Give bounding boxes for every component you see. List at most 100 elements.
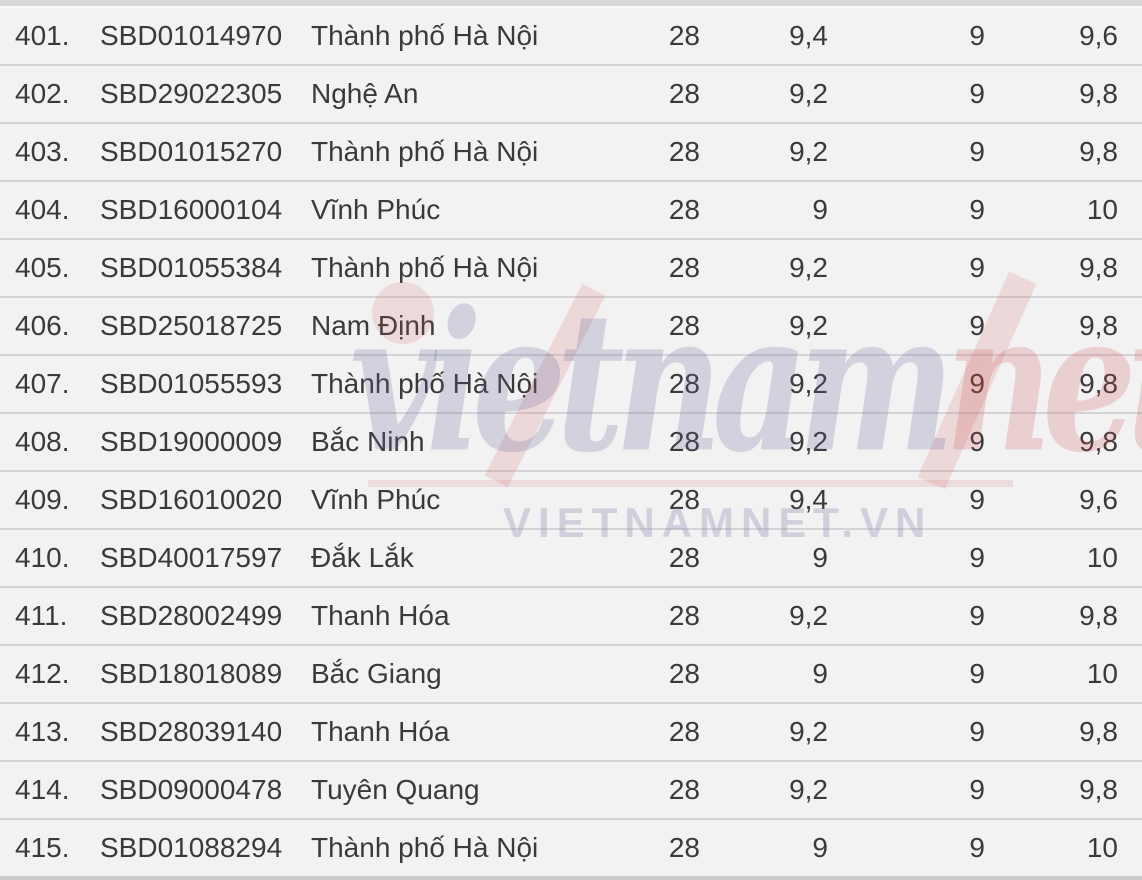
score-1: 9,2: [789, 716, 828, 747]
candidate-id: SBD16000104: [100, 194, 283, 225]
score-3: 9,8: [1079, 600, 1118, 631]
score-3: 9,8: [1079, 78, 1118, 109]
exam-score-table: 401. SBD01014970 Thành phố Hà Nội 28 9,4…: [0, 6, 1142, 876]
score-3: 9,8: [1079, 136, 1118, 167]
total-score: 28: [668, 774, 700, 805]
row-index: 411.: [15, 600, 68, 631]
total-score: 28: [668, 368, 700, 399]
table-row: 410. SBD40017597 Đắk Lắk 28 9 9 10: [0, 528, 1142, 586]
table-row: 412. SBD18018089 Bắc Giang 28 9 9 10: [0, 644, 1142, 702]
row-index: 410.: [15, 542, 70, 573]
total-score: 28: [668, 832, 700, 863]
row-index: 414.: [15, 774, 70, 805]
candidate-id: SBD01088294: [100, 832, 283, 863]
score-1: 9,2: [789, 368, 828, 399]
total-score: 28: [668, 426, 700, 457]
score-2: 9: [969, 310, 985, 341]
score-1: 9: [812, 194, 828, 225]
candidate-id: SBD09000478: [100, 774, 283, 805]
province: Bắc Ninh: [311, 426, 425, 457]
bottom-edge-strip: [0, 876, 1142, 880]
province: Vĩnh Phúc: [311, 484, 441, 515]
total-score: 28: [668, 542, 700, 573]
province: Vĩnh Phúc: [311, 194, 441, 225]
score-3: 9,6: [1079, 20, 1118, 51]
score-2: 9: [969, 368, 985, 399]
candidate-id: SBD28002499: [100, 600, 283, 631]
score-2: 9: [969, 194, 985, 225]
score-3: 10: [1086, 658, 1118, 689]
score-3: 9,6: [1079, 484, 1118, 515]
score-1: 9: [812, 542, 828, 573]
score-1: 9,2: [789, 252, 828, 283]
score-1: 9,2: [789, 136, 828, 167]
total-score: 28: [668, 600, 700, 631]
score-2: 9: [969, 20, 985, 51]
score-1: 9,2: [789, 774, 828, 805]
total-score: 28: [668, 252, 700, 283]
score-2: 9: [969, 832, 985, 863]
table-row: 411. SBD28002499 Thanh Hóa 28 9,2 9 9,8: [0, 586, 1142, 644]
table-row: 408. SBD19000009 Bắc Ninh 28 9,2 9 9,8: [0, 412, 1142, 470]
total-score: 28: [668, 78, 700, 109]
candidate-id: SBD28039140: [100, 716, 283, 747]
score-2: 9: [969, 136, 985, 167]
candidate-id: SBD16010020: [100, 484, 283, 515]
candidate-id: SBD01055593: [100, 368, 283, 399]
province: Thành phố Hà Nội: [311, 252, 539, 283]
score-2: 9: [969, 716, 985, 747]
score-1: 9,2: [789, 426, 828, 457]
candidate-id: SBD25018725: [100, 310, 283, 341]
province: Thành phố Hà Nội: [311, 832, 539, 863]
table-row: 402. SBD29022305 Nghệ An 28 9,2 9 9,8: [0, 64, 1142, 122]
table-row: 403. SBD01015270 Thành phố Hà Nội 28 9,2…: [0, 122, 1142, 180]
row-index: 401.: [15, 20, 70, 51]
score-2: 9: [969, 542, 985, 573]
table-row: 409. SBD16010020 Vĩnh Phúc 28 9,4 9 9,6: [0, 470, 1142, 528]
province: Tuyên Quang: [311, 774, 480, 805]
candidate-id: SBD01014970: [100, 20, 283, 51]
province: Thanh Hóa: [311, 716, 450, 747]
table-row: 406. SBD25018725 Nam Định 28 9,2 9 9,8: [0, 296, 1142, 354]
row-index: 415.: [15, 832, 70, 863]
top-edge-strip: [0, 0, 1142, 6]
score-3: 10: [1086, 194, 1118, 225]
score-1: 9,4: [789, 20, 828, 51]
table-row: 401. SBD01014970 Thành phố Hà Nội 28 9,4…: [0, 6, 1142, 64]
total-score: 28: [668, 716, 700, 747]
province: Đắk Lắk: [311, 542, 414, 573]
candidate-id: SBD40017597: [100, 542, 283, 573]
score-1: 9,4: [789, 484, 828, 515]
score-2: 9: [969, 484, 985, 515]
total-score: 28: [668, 194, 700, 225]
province: Thanh Hóa: [311, 600, 450, 631]
row-index: 406.: [15, 310, 70, 341]
score-2: 9: [969, 426, 985, 457]
score-3: 9,8: [1079, 310, 1118, 341]
total-score: 28: [668, 658, 700, 689]
candidate-id: SBD19000009: [100, 426, 283, 457]
row-index: 403.: [15, 136, 70, 167]
score-1: 9,2: [789, 310, 828, 341]
score-2: 9: [969, 600, 985, 631]
score-3: 10: [1086, 832, 1118, 863]
total-score: 28: [668, 136, 700, 167]
score-3: 9,8: [1079, 426, 1118, 457]
row-index: 413.: [15, 716, 70, 747]
candidate-id: SBD01055384: [100, 252, 283, 283]
score-2: 9: [969, 78, 985, 109]
province: Thành phố Hà Nội: [311, 368, 539, 399]
score-3: 9,8: [1079, 252, 1118, 283]
score-1: 9,2: [789, 78, 828, 109]
province: Nghệ An: [311, 78, 419, 109]
row-index: 404.: [15, 194, 70, 225]
score-3: 9,8: [1079, 368, 1118, 399]
row-index: 412.: [15, 658, 70, 689]
total-score: 28: [668, 310, 700, 341]
score-2: 9: [969, 252, 985, 283]
table-row: 414. SBD09000478 Tuyên Quang 28 9,2 9 9,…: [0, 760, 1142, 818]
score-2: 9: [969, 774, 985, 805]
score-3: 9,8: [1079, 774, 1118, 805]
row-index: 405.: [15, 252, 70, 283]
